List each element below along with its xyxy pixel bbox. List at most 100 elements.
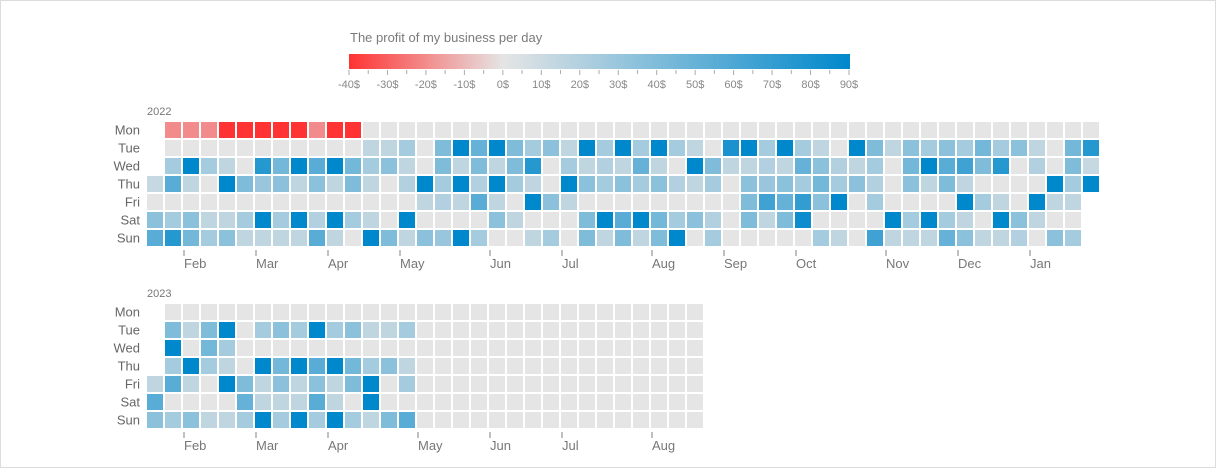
heatmap-cell[interactable] <box>507 304 523 320</box>
heatmap-cell[interactable] <box>453 304 469 320</box>
heatmap-cell[interactable] <box>471 176 487 192</box>
heatmap-cell[interactable] <box>291 358 307 374</box>
heatmap-cell[interactable] <box>795 140 811 156</box>
heatmap-cell[interactable] <box>741 212 757 228</box>
heatmap-cell[interactable] <box>273 158 289 174</box>
heatmap-cell[interactable] <box>615 412 631 428</box>
heatmap-cell[interactable] <box>813 140 829 156</box>
heatmap-cell[interactable] <box>453 194 469 210</box>
heatmap-cell[interactable] <box>201 394 217 410</box>
heatmap-cell[interactable] <box>165 412 181 428</box>
heatmap-cell[interactable] <box>507 412 523 428</box>
heatmap-cell[interactable] <box>561 340 577 356</box>
heatmap-cell[interactable] <box>867 122 883 138</box>
heatmap-cell[interactable] <box>399 122 415 138</box>
heatmap-cell[interactable] <box>993 158 1009 174</box>
heatmap-cell[interactable] <box>273 340 289 356</box>
heatmap-cell[interactable] <box>255 322 271 338</box>
heatmap-cell[interactable] <box>849 212 865 228</box>
heatmap-cell[interactable] <box>471 194 487 210</box>
heatmap-cell[interactable] <box>417 194 433 210</box>
heatmap-cell[interactable] <box>579 358 595 374</box>
heatmap-cell[interactable] <box>201 212 217 228</box>
heatmap-cell[interactable] <box>615 140 631 156</box>
heatmap-cell[interactable] <box>723 140 739 156</box>
heatmap-cell[interactable] <box>273 122 289 138</box>
heatmap-cell[interactable] <box>561 358 577 374</box>
heatmap-cell[interactable] <box>687 140 703 156</box>
heatmap-cell[interactable] <box>507 212 523 228</box>
heatmap-cell[interactable] <box>327 376 343 392</box>
heatmap-cell[interactable] <box>471 304 487 320</box>
heatmap-cell[interactable] <box>597 304 613 320</box>
heatmap-cell[interactable] <box>741 194 757 210</box>
heatmap-cell[interactable] <box>1029 194 1045 210</box>
heatmap-cell[interactable] <box>957 158 973 174</box>
heatmap-cell[interactable] <box>723 158 739 174</box>
heatmap-cell[interactable] <box>345 140 361 156</box>
heatmap-cell[interactable] <box>183 340 199 356</box>
heatmap-cell[interactable] <box>453 340 469 356</box>
heatmap-cell[interactable] <box>183 304 199 320</box>
heatmap-cell[interactable] <box>273 376 289 392</box>
heatmap-cell[interactable] <box>453 176 469 192</box>
heatmap-cell[interactable] <box>831 122 847 138</box>
heatmap-cell[interactable] <box>939 140 955 156</box>
heatmap-cell[interactable] <box>183 358 199 374</box>
heatmap-cell[interactable] <box>147 194 163 210</box>
heatmap-cell[interactable] <box>705 140 721 156</box>
heatmap-cell[interactable] <box>417 340 433 356</box>
heatmap-cell[interactable] <box>939 122 955 138</box>
heatmap-cell[interactable] <box>597 176 613 192</box>
heatmap-cell[interactable] <box>993 194 1009 210</box>
heatmap-cell[interactable] <box>363 376 379 392</box>
heatmap-cell[interactable] <box>543 158 559 174</box>
heatmap-cell[interactable] <box>471 358 487 374</box>
heatmap-cell[interactable] <box>543 412 559 428</box>
heatmap-cell[interactable] <box>975 212 991 228</box>
heatmap-cell[interactable] <box>453 412 469 428</box>
heatmap-cell[interactable] <box>345 122 361 138</box>
heatmap-cell[interactable] <box>489 376 505 392</box>
heatmap-cell[interactable] <box>957 122 973 138</box>
heatmap-cell[interactable] <box>291 158 307 174</box>
heatmap-cell[interactable] <box>471 230 487 246</box>
heatmap-cell[interactable] <box>453 122 469 138</box>
heatmap-cell[interactable] <box>849 230 865 246</box>
heatmap-cell[interactable] <box>471 122 487 138</box>
heatmap-cell[interactable] <box>363 212 379 228</box>
heatmap-cell[interactable] <box>435 212 451 228</box>
heatmap-cell[interactable] <box>669 158 685 174</box>
heatmap-cell[interactable] <box>669 394 685 410</box>
heatmap-cell[interactable] <box>705 212 721 228</box>
heatmap-cell[interactable] <box>939 230 955 246</box>
heatmap-cell[interactable] <box>183 376 199 392</box>
heatmap-cell[interactable] <box>939 176 955 192</box>
heatmap-cell[interactable] <box>741 230 757 246</box>
heatmap-cell[interactable] <box>273 322 289 338</box>
heatmap-cell[interactable] <box>579 230 595 246</box>
heatmap-cell[interactable] <box>273 412 289 428</box>
heatmap-cell[interactable] <box>525 412 541 428</box>
heatmap-cell[interactable] <box>975 230 991 246</box>
heatmap-cell[interactable] <box>345 376 361 392</box>
heatmap-cell[interactable] <box>615 122 631 138</box>
heatmap-cell[interactable] <box>345 304 361 320</box>
heatmap-cell[interactable] <box>957 230 973 246</box>
heatmap-cell[interactable] <box>921 158 937 174</box>
heatmap-cell[interactable] <box>921 212 937 228</box>
heatmap-cell[interactable] <box>669 230 685 246</box>
heatmap-cell[interactable] <box>993 212 1009 228</box>
heatmap-cell[interactable] <box>885 158 901 174</box>
heatmap-cell[interactable] <box>291 230 307 246</box>
heatmap-cell[interactable] <box>633 176 649 192</box>
heatmap-cell[interactable] <box>345 212 361 228</box>
heatmap-cell[interactable] <box>669 122 685 138</box>
heatmap-cell[interactable] <box>147 212 163 228</box>
heatmap-cell[interactable] <box>597 376 613 392</box>
heatmap-cell[interactable] <box>543 176 559 192</box>
heatmap-cell[interactable] <box>543 230 559 246</box>
heatmap-cell[interactable] <box>507 176 523 192</box>
heatmap-cell[interactable] <box>291 412 307 428</box>
heatmap-cell[interactable] <box>327 322 343 338</box>
